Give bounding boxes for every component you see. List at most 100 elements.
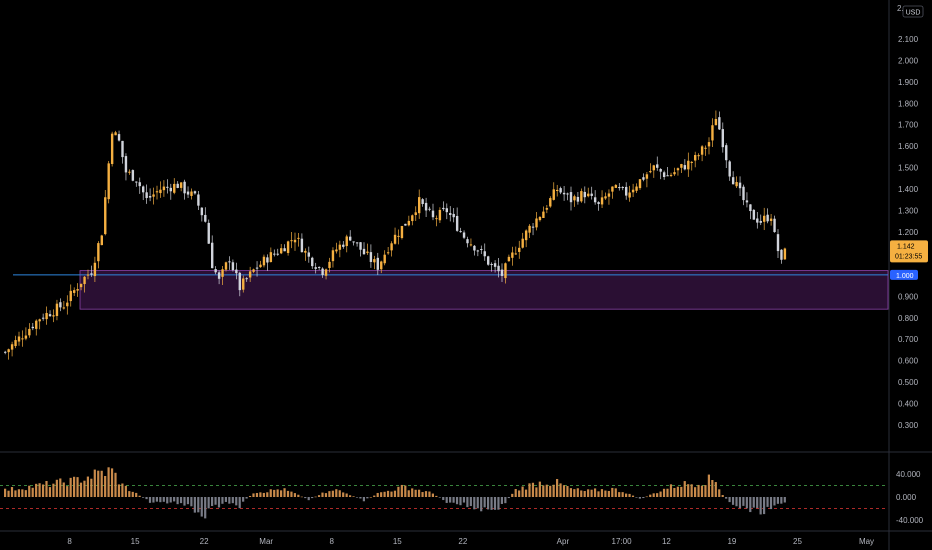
candle <box>24 327 28 341</box>
osc-bar <box>31 487 34 497</box>
osc-bar <box>10 487 14 497</box>
candle <box>355 242 359 247</box>
time-tick-label: 8 <box>67 537 72 546</box>
candle <box>166 179 169 194</box>
osc-bar <box>100 470 103 497</box>
candle <box>707 137 711 155</box>
osc-bar <box>331 490 334 497</box>
osc-bar <box>286 490 290 497</box>
osc-bar <box>404 485 407 497</box>
price-tick-label: 0.900 <box>898 292 919 301</box>
time-tick-label: Mar <box>259 537 273 546</box>
price-tick-label: 1.500 <box>898 164 919 173</box>
candle <box>721 122 724 153</box>
candle <box>449 206 452 222</box>
osc-bar <box>452 497 455 503</box>
candle <box>514 246 517 255</box>
osc-bar <box>549 485 552 497</box>
candle <box>97 241 100 269</box>
candle <box>614 183 618 189</box>
osc-bar <box>328 491 331 497</box>
candle <box>328 257 331 273</box>
osc-bar <box>462 497 466 503</box>
candle <box>324 268 328 280</box>
candle <box>155 185 159 200</box>
candle <box>262 254 266 268</box>
osc-bar <box>583 491 586 497</box>
candle <box>507 254 511 262</box>
time-tick-label: 12 <box>662 537 671 546</box>
osc-bar <box>176 497 179 505</box>
candle <box>255 261 259 277</box>
candle <box>590 186 593 200</box>
candle <box>745 192 749 208</box>
osc-bar <box>262 492 265 497</box>
candle <box>638 178 642 190</box>
price-tick-label: 1.700 <box>898 121 919 130</box>
osc-bar <box>600 489 604 497</box>
candle <box>435 215 438 227</box>
candle <box>362 242 366 255</box>
osc-bar <box>745 497 748 509</box>
current-price-badge <box>890 240 928 263</box>
candle <box>452 208 455 223</box>
candle <box>628 185 631 202</box>
osc-bar <box>524 489 528 497</box>
osc-bar <box>569 488 572 497</box>
osc-bar <box>507 497 510 499</box>
osc-bar <box>383 491 386 497</box>
osc-bar <box>73 476 76 497</box>
candle <box>4 350 7 355</box>
candle <box>445 203 448 220</box>
candle <box>631 183 635 197</box>
candle <box>224 261 228 272</box>
osc-bar <box>497 497 500 510</box>
osc-bar <box>135 492 138 497</box>
osc-bar <box>335 489 338 497</box>
osc-bar <box>231 497 234 504</box>
candle <box>562 185 566 201</box>
osc-bar <box>369 497 372 498</box>
candle <box>235 262 238 280</box>
osc-bar <box>93 469 96 497</box>
badges-layer: USD 2. 1.142 01:23:55 1.000 <box>890 4 928 280</box>
time-tick-label: 15 <box>393 537 402 546</box>
osc-bar <box>573 489 576 497</box>
oscillator-tick-label: -40.000 <box>896 516 924 525</box>
candle <box>704 145 707 156</box>
candle <box>597 201 600 211</box>
candle <box>252 268 255 274</box>
candle <box>7 348 10 360</box>
candle <box>269 247 273 263</box>
candle <box>542 206 545 219</box>
candle <box>697 153 700 160</box>
osc-bar <box>393 490 397 497</box>
candle <box>397 229 400 245</box>
osc-bar <box>79 482 83 497</box>
osc-bar <box>255 492 259 497</box>
candle <box>711 118 714 148</box>
osc-bar <box>4 488 7 497</box>
osc-bar <box>511 493 514 497</box>
candle <box>297 232 300 247</box>
candle <box>52 309 55 323</box>
osc-bar <box>21 489 24 497</box>
osc-bar <box>642 497 645 499</box>
candle <box>759 214 762 226</box>
candle <box>524 229 528 248</box>
candle <box>173 178 176 195</box>
osc-bar <box>645 496 648 498</box>
osc-bar <box>304 497 307 499</box>
osc-bar <box>542 485 545 497</box>
osc-bar <box>649 494 652 497</box>
candle <box>480 245 483 255</box>
osc-bar <box>355 497 359 498</box>
osc-bar <box>380 492 383 497</box>
osc-bar <box>221 497 224 504</box>
osc-bar <box>293 493 296 497</box>
candle <box>369 244 373 268</box>
candle <box>676 167 680 176</box>
price-tick-label: 1.300 <box>898 207 919 216</box>
osc-bar <box>362 497 365 502</box>
